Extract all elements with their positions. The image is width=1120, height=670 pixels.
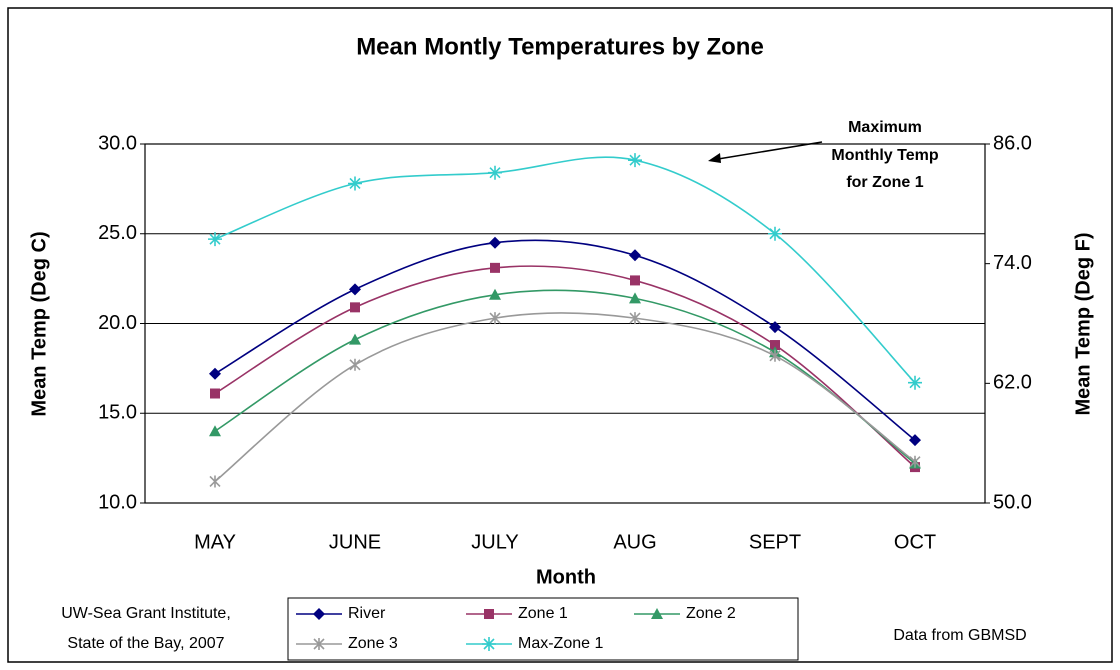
- legend-label: Zone 2: [686, 605, 736, 622]
- x-tick-label: MAY: [194, 531, 236, 553]
- footnote: Data from GBMSD: [893, 627, 1026, 644]
- series-line: [214, 156, 916, 384]
- annotation: Maximum: [848, 119, 922, 136]
- y-tick-label: 10.0: [98, 491, 137, 513]
- marker: [629, 249, 641, 262]
- footnote: UW-Sea Grant Institute,: [61, 605, 231, 622]
- marker: [629, 292, 641, 304]
- chart-border: [7, 7, 1113, 663]
- marker: [210, 388, 220, 399]
- marker: [769, 321, 781, 334]
- marker: [629, 312, 641, 325]
- y-tick-label: 25.0: [98, 222, 137, 244]
- y2-tick-label: 74.0: [993, 252, 1032, 274]
- marker: [313, 608, 325, 620]
- marker: [209, 367, 221, 380]
- y-tick-label: 20.0: [98, 312, 137, 334]
- legend-label: River: [348, 605, 386, 622]
- y-tick-label: 30.0: [98, 132, 137, 154]
- x-tick-label: JUNE: [329, 531, 381, 553]
- marker: [489, 236, 501, 249]
- marker: [489, 312, 501, 325]
- annotation-arrow: [711, 141, 823, 161]
- marker: [349, 283, 361, 296]
- series-line: [214, 312, 916, 483]
- x-axis-title: Month: [536, 566, 596, 588]
- marker: [909, 434, 921, 447]
- series-line: [214, 265, 916, 468]
- legend: [287, 597, 799, 661]
- marker: [768, 226, 782, 241]
- marker: [630, 275, 640, 286]
- marker: [769, 349, 781, 362]
- marker: [908, 375, 922, 390]
- series-line: [214, 239, 916, 441]
- marker: [489, 288, 501, 300]
- marker: [349, 333, 361, 345]
- marker: [651, 608, 663, 619]
- marker: [770, 340, 780, 351]
- marker: [484, 609, 494, 619]
- marker: [488, 165, 502, 180]
- x-tick-label: OCT: [894, 531, 936, 553]
- marker: [490, 262, 500, 273]
- annotation: Monthly Temp: [831, 147, 938, 164]
- x-tick-label: SEPT: [749, 531, 801, 553]
- series-line: [214, 289, 916, 465]
- annotation-arrowhead: [708, 153, 721, 163]
- legend-label: Zone 1: [518, 605, 568, 622]
- marker: [208, 232, 222, 247]
- annotation: for Zone 1: [846, 174, 923, 191]
- y-axis-title: Mean Temp (Deg C): [28, 231, 50, 416]
- marker: [209, 425, 221, 437]
- x-tick-label: JULY: [471, 531, 518, 553]
- y2-tick-label: 86.0: [993, 132, 1032, 154]
- marker: [482, 637, 496, 651]
- marker: [349, 358, 361, 371]
- marker: [209, 475, 221, 488]
- y2-tick-label: 50.0: [993, 491, 1032, 513]
- marker: [909, 455, 921, 468]
- footnote: State of the Bay, 2007: [67, 635, 224, 652]
- marker: [350, 302, 360, 313]
- marker: [313, 638, 325, 650]
- x-tick-label: AUG: [613, 531, 656, 553]
- y-tick-label: 15.0: [98, 402, 137, 424]
- plot-area: [144, 143, 986, 504]
- legend-label: Zone 3: [348, 635, 398, 652]
- marker: [628, 153, 642, 168]
- y2-tick-label: 62.0: [993, 372, 1032, 394]
- y2-axis-title: Mean Temp (Deg F): [1072, 233, 1094, 416]
- chart-title: Mean Montly Temperatures by Zone: [356, 33, 764, 60]
- marker: [348, 176, 362, 191]
- legend-label: Max-Zone 1: [518, 635, 603, 652]
